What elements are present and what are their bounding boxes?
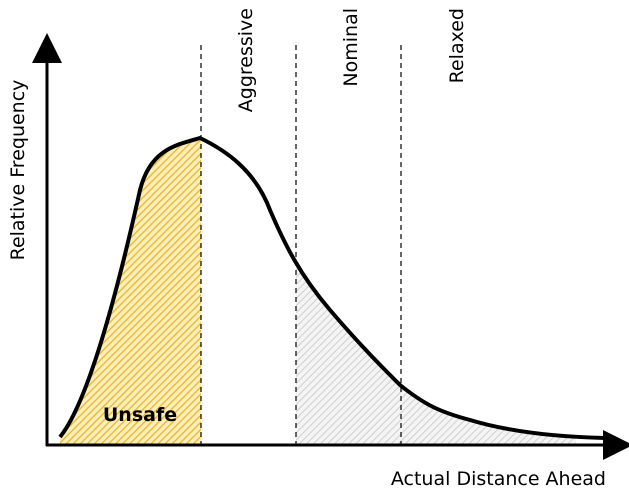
region-label: Unsafe xyxy=(103,404,177,426)
unsafe-region xyxy=(60,138,201,445)
zone-label: Aggressive xyxy=(235,8,257,112)
x-axis-label: Actual Distance Ahead xyxy=(391,468,606,490)
zone-label: Relaxed xyxy=(446,8,468,83)
distribution-curve xyxy=(58,136,606,440)
zone-label: Nominal xyxy=(340,8,362,87)
y-axis-label: Relative Frequency xyxy=(7,80,29,261)
tail-region xyxy=(296,262,576,445)
